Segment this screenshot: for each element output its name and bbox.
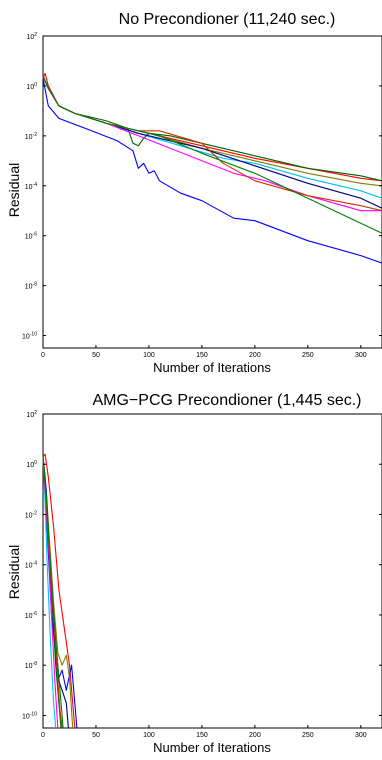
y-tick-label: 10-2 <box>25 132 37 141</box>
x-tick-label: 50 <box>92 732 100 739</box>
chart-bottom-yticks: 102 100 10-2 10-4 10-6 10-8 10-10 <box>22 410 382 720</box>
series-line-8 <box>42 75 382 212</box>
chart-top-y-axis-label: Residual <box>6 163 22 217</box>
chart-bottom-y-axis-label: Residual <box>6 545 22 599</box>
x-tick-label: 200 <box>249 732 261 739</box>
x-tick-label: 300 <box>355 732 367 739</box>
chart-top-yticks: 102 100 10-2 10-4 10-6 10-8 10-10 <box>22 32 382 341</box>
x-tick-label: 150 <box>196 352 208 359</box>
chart-top-series <box>42 72 382 264</box>
y-tick-label: 10-10 <box>22 711 37 720</box>
y-tick-label: 100 <box>26 460 37 469</box>
series-line-4 <box>42 75 382 187</box>
y-tick-label: 10-8 <box>25 282 37 291</box>
series-line-1 <box>42 453 76 729</box>
x-tick-label: 250 <box>302 352 314 359</box>
chart-top-title: No Precondioner (11,240 sec.) <box>119 11 336 28</box>
series-line-6 <box>42 75 382 209</box>
x-tick-label: 50 <box>92 352 100 359</box>
y-tick-label: 102 <box>26 410 37 419</box>
chart-top-x-axis-label: Number of Iterations <box>153 360 271 375</box>
x-tick-label: 150 <box>196 732 208 739</box>
series-line-1 <box>42 78 382 264</box>
chart-top: No Precondioner (11,240 sec.) 0 50 100 150 2… <box>6 11 382 375</box>
x-tick-label: 0 <box>41 352 45 359</box>
y-tick-label: 10-6 <box>25 232 37 241</box>
series-line-5 <box>42 75 382 199</box>
x-tick-label: 100 <box>143 352 155 359</box>
y-tick-label: 10-4 <box>25 561 37 570</box>
x-tick-label: 200 <box>249 352 261 359</box>
chart-top-plot-frame <box>42 35 382 349</box>
series-line-7 <box>42 75 382 212</box>
y-tick-label: 10-10 <box>22 332 37 341</box>
chart-bottom: AMG−PCG Precondioner (1,445 sec.) 0 50 100… <box>6 392 382 755</box>
chart-bottom-series <box>42 453 78 729</box>
x-tick-label: 300 <box>355 352 367 359</box>
series-line-9 <box>42 75 382 234</box>
y-tick-label: 10-2 <box>25 510 37 519</box>
chart-bottom-plot-frame <box>42 413 382 729</box>
y-tick-label: 102 <box>26 32 37 41</box>
x-tick-label: 100 <box>143 732 155 739</box>
chart-top-xticks: 0 50 100 150 200 250 300 <box>41 345 367 359</box>
series-line-9 <box>42 456 64 729</box>
chart-bottom-title: AMG−PCG Precondioner (1,445 sec.) <box>92 392 361 409</box>
x-tick-label: 0 <box>41 732 45 739</box>
series-line-5 <box>42 456 57 729</box>
x-tick-label: 250 <box>302 732 314 739</box>
y-tick-label: 100 <box>26 82 37 91</box>
chart-bottom-xticks: 0 50 100 150 200 250 300 <box>41 725 367 739</box>
chart-bottom-x-axis-label: Number of Iterations <box>153 740 271 755</box>
y-tick-label: 10-4 <box>25 182 37 191</box>
y-tick-label: 10-8 <box>25 661 37 670</box>
y-tick-label: 10-6 <box>25 611 37 620</box>
